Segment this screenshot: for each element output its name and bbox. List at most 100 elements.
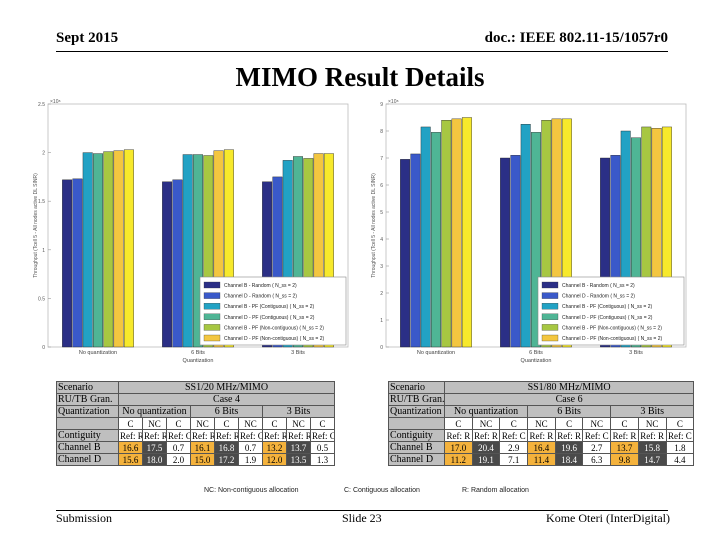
legend-swatch — [203, 324, 221, 331]
contiguity-cell: Ref: C — [238, 429, 263, 442]
bar — [651, 128, 662, 348]
scenario-value: SS1/20 MHz/MIMO — [117, 381, 336, 394]
value-cell: 11.2 — [444, 453, 473, 466]
legend-box — [537, 276, 685, 346]
cnc-cell: C — [309, 417, 336, 430]
y-tick-label: 8 — [380, 129, 383, 135]
bar — [541, 120, 552, 348]
value-cell: 0.7 — [238, 441, 263, 454]
x-tick-label: 3 Bits — [629, 350, 643, 356]
contiguity-cell: Ref: R — [527, 429, 556, 442]
value-cell: 4.4 — [665, 453, 695, 466]
quantization-label: Quantization — [56, 405, 119, 418]
value-cell: 16.1 — [190, 441, 215, 454]
legend-entry: Channel B - Random ( N_ss = 2) — [224, 283, 297, 289]
y-tick-label: 0 — [42, 345, 45, 351]
bar — [641, 126, 652, 348]
cnc-cell: NC — [471, 417, 501, 430]
bar — [631, 137, 641, 348]
y-tick-label: 2 — [380, 291, 383, 297]
value-cell: 17.2 — [214, 453, 239, 466]
value-cell: 15.8 — [637, 441, 667, 454]
contiguity-cell: Ref: R — [637, 429, 667, 442]
x-axis-label: Quantization — [521, 358, 552, 364]
footer-slide-number: Slide 23 — [342, 511, 382, 525]
y-exponent-label: ×10⁸ — [50, 99, 61, 105]
cnc-cell: C — [262, 417, 287, 430]
bar — [272, 176, 283, 348]
bar — [510, 155, 521, 348]
row-label: Channel B — [56, 441, 119, 454]
value-cell: 13.7 — [610, 441, 639, 454]
contiguity-cell: Ref: C — [309, 429, 336, 442]
scenario-label: Scenario — [388, 381, 445, 394]
value-cell: 2.0 — [166, 453, 191, 466]
bar — [431, 132, 441, 348]
granularity-label: RU/TB Gran. — [56, 393, 119, 406]
bar — [282, 160, 293, 348]
legend-entry: Channel B - PF (Non-contiguous) ( N_ss =… — [224, 325, 324, 331]
value-cell: 14.7 — [637, 453, 667, 466]
bar — [72, 178, 83, 348]
bar — [93, 153, 103, 348]
legend-swatch — [203, 292, 221, 299]
cnc-cell: C — [166, 417, 191, 430]
contiguity-cell: Ref: R — [286, 429, 311, 442]
quantization-group: No quantization — [118, 405, 191, 418]
bar — [182, 154, 193, 348]
bar — [610, 155, 621, 348]
quantization-row: Quantization No quantization 6 Bits 3 Bits — [56, 405, 336, 418]
value-cell: 16.6 — [118, 441, 143, 454]
value-cell: 18.0 — [142, 453, 167, 466]
y-tick-label: 1 — [380, 318, 383, 324]
cnc-cell: NC — [527, 417, 556, 430]
bar — [193, 154, 203, 348]
bar — [420, 126, 431, 348]
value-cell: 19.6 — [554, 441, 584, 454]
bar — [82, 152, 93, 348]
legend-swatch — [203, 303, 221, 310]
bar — [123, 149, 134, 348]
cnc-cell: C — [214, 417, 239, 430]
value-cell: 2.9 — [499, 441, 529, 454]
legend-swatch — [541, 334, 559, 342]
legend-entry: Channel D - PF (Contiguous) ( N_ss = 2) — [224, 315, 315, 321]
contiguity-cell: Ref: R — [444, 429, 473, 442]
row-label: Channel D — [388, 453, 445, 466]
value-cell: 13.2 — [262, 441, 287, 454]
contiguity-cell: Ref: R — [190, 429, 215, 442]
y-tick-label: 6 — [380, 183, 383, 189]
y-tick-label: 0 — [380, 345, 383, 351]
contiguity-cell: Ref: R — [610, 429, 639, 442]
bar — [410, 153, 421, 348]
chart-20mhz: 0 0.5 1 1.5 2 2.5 ×10⁸ Throughput (Tcell 5 - Al… — [33, 99, 349, 364]
table-row: Channel D 11.2 19.1 7.1 11.4 18.4 6.3 9.8 14.7 4.… — [388, 453, 695, 466]
y-tick-label: 9 — [380, 102, 383, 108]
y-exponent-label: ×10⁸ — [388, 99, 399, 105]
bar — [103, 151, 114, 348]
y-tick-label: 0.5 — [38, 296, 45, 302]
value-cell: 1.9 — [238, 453, 263, 466]
cnc-cell: NC — [238, 417, 263, 430]
legend-entry: Channel D - Random ( N_ss = 2) — [224, 294, 297, 300]
value-cell: 0.7 — [166, 441, 191, 454]
bar — [441, 120, 452, 348]
header-date: Sept 2015 — [56, 30, 119, 46]
table-row: Channel B 16.6 17.5 0.7 16.1 16.8 0.7 13.2 13.7 0… — [56, 441, 336, 454]
x-tick-label: 6 Bits — [529, 350, 543, 356]
cnc-cell: NC — [142, 417, 167, 430]
scenario-row: Scenario SS1/20 MHz/MIMO — [56, 381, 336, 394]
bar — [113, 150, 124, 348]
bar — [461, 117, 472, 348]
bar — [223, 149, 234, 348]
quantization-group: 3 Bits — [610, 405, 695, 418]
x-tick-label: 6 Bits — [191, 350, 205, 356]
granularity-row: RU/TB Gran. Case 6 — [388, 393, 695, 406]
value-cell: 6.3 — [582, 453, 612, 466]
value-cell: 13.5 — [286, 453, 311, 466]
granularity-row: RU/TB Gran. Case 4 — [56, 393, 336, 406]
value-cell: 11.4 — [527, 453, 556, 466]
value-cell: 17.5 — [142, 441, 167, 454]
value-cell: 19.1 — [471, 453, 501, 466]
contiguity-cell: Ref: C — [499, 429, 529, 442]
